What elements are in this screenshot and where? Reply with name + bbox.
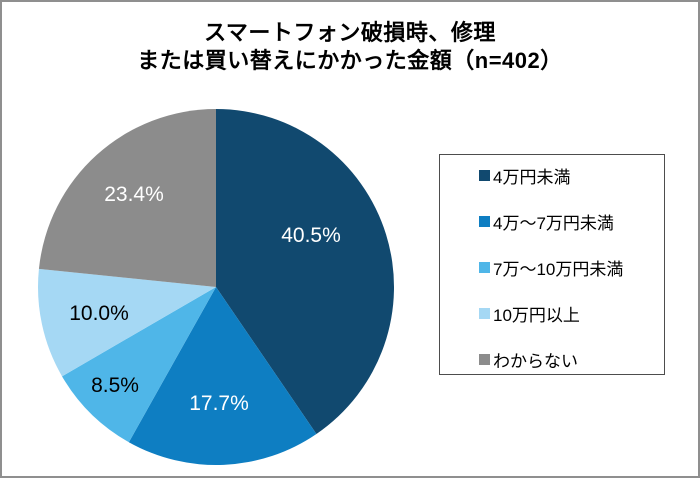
legend-item: 4万～7万円未満	[479, 209, 660, 234]
pie-slice-label: 8.5%	[91, 374, 139, 397]
legend-label: 4万～7万円未満	[493, 214, 614, 233]
pie-slice	[38, 109, 217, 287]
chart-title-line1: スマートフォン破損時、修理	[204, 20, 496, 45]
legend: 4万円未満 4万～7万円未満 7万～10万円未満 10万円以上 わからない	[439, 154, 665, 375]
pie-slice	[128, 287, 317, 465]
legend-item: 7万～10万円未満	[479, 255, 660, 280]
legend-label: 10万円以上	[493, 306, 580, 325]
pie-slice	[38, 268, 216, 377]
legend-item: 4万円未満	[479, 163, 660, 188]
legend-label: 4万円未満	[493, 168, 571, 187]
legend-label: わからない	[493, 352, 578, 371]
legend-swatch	[479, 216, 490, 227]
legend-label: 7万～10万円未満	[493, 260, 624, 279]
pie-slice	[216, 109, 395, 434]
pie-slice-label: 17.7%	[189, 392, 249, 415]
chart-title: スマートフォン破損時、修理 または買い替えにかかった金額（n=402）	[2, 19, 698, 75]
legend-swatch	[479, 262, 490, 273]
legend-swatch	[479, 308, 490, 319]
pie-slices	[38, 109, 395, 465]
legend-item: わからない	[479, 347, 660, 372]
pie-slice-label: 10.0%	[69, 302, 129, 325]
legend-swatch	[479, 170, 490, 181]
pie-slice-label: 23.4%	[104, 183, 164, 206]
pie-slice	[62, 287, 216, 443]
legend-swatch	[479, 354, 490, 365]
legend-item: 10万円以上	[479, 301, 660, 326]
pie-slice-label: 40.5%	[281, 224, 341, 247]
chart-title-line2: または買い替えにかかった金額（n=402）	[137, 48, 563, 73]
